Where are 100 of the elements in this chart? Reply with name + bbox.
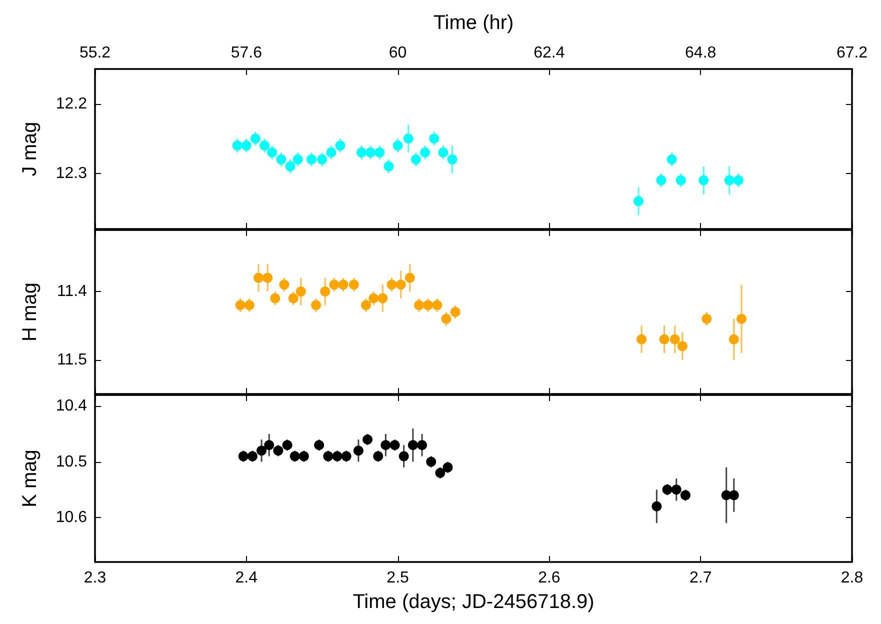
- point: [368, 293, 379, 304]
- point: [241, 140, 252, 151]
- point: [235, 300, 246, 310]
- point: [435, 468, 446, 478]
- point: [677, 341, 688, 352]
- y-axis-title: K mag: [19, 450, 41, 508]
- x-tick-label: 2.6: [538, 570, 560, 586]
- point: [244, 300, 254, 310]
- x2-tick-label: 55.2: [79, 44, 111, 62]
- x-tick-label: 2.3: [84, 570, 106, 586]
- x2-tick-label: 57.6: [230, 44, 262, 62]
- point: [380, 440, 391, 450]
- point: [414, 300, 424, 310]
- x-tick-label: 2.4: [235, 570, 258, 586]
- point: [384, 161, 394, 172]
- point: [733, 175, 744, 186]
- point: [666, 154, 677, 164]
- y-tick-label: 11.4: [57, 283, 88, 300]
- point: [438, 147, 448, 158]
- x-tick-label: 2.7: [689, 570, 712, 586]
- point: [378, 293, 388, 304]
- point: [317, 154, 328, 164]
- point: [429, 134, 440, 144]
- point: [392, 140, 403, 151]
- point: [290, 451, 300, 462]
- point: [656, 175, 666, 186]
- point: [298, 451, 309, 462]
- point: [260, 140, 270, 151]
- point: [273, 446, 284, 456]
- point: [374, 147, 385, 158]
- point: [335, 140, 346, 151]
- point: [417, 440, 428, 450]
- point: [702, 314, 712, 324]
- point: [267, 147, 278, 158]
- point: [262, 272, 273, 283]
- point: [728, 334, 739, 344]
- point: [270, 293, 280, 304]
- point: [353, 446, 364, 456]
- point: [232, 140, 242, 151]
- point: [636, 334, 647, 344]
- point: [442, 462, 453, 472]
- point: [652, 501, 662, 512]
- point: [332, 451, 342, 462]
- point: [341, 451, 352, 462]
- x-axis-title: Time (days; JD-2456718.9): [352, 591, 594, 613]
- point: [356, 147, 366, 158]
- point: [296, 286, 306, 296]
- y-tick-label: 10.5: [56, 453, 88, 470]
- point: [671, 484, 682, 495]
- point: [254, 272, 264, 283]
- x2-tick-label: 67.2: [836, 44, 868, 62]
- point: [728, 490, 739, 500]
- point: [285, 161, 296, 172]
- point: [670, 334, 680, 344]
- point: [736, 314, 746, 324]
- point: [450, 307, 460, 317]
- point: [311, 300, 322, 310]
- point: [403, 134, 414, 144]
- point: [373, 451, 384, 462]
- y-tick-label: 11.5: [57, 351, 88, 368]
- point: [361, 300, 372, 310]
- point: [264, 440, 274, 450]
- y-tick-label: 12.2: [56, 95, 88, 112]
- point: [314, 440, 324, 450]
- point: [366, 147, 376, 158]
- point: [282, 440, 292, 450]
- point: [396, 280, 406, 290]
- point: [432, 300, 442, 310]
- point: [279, 280, 290, 290]
- point: [680, 490, 690, 500]
- x2-tick-label: 62.4: [534, 44, 565, 62]
- point: [420, 147, 430, 158]
- x2-tick-label: 60: [388, 44, 407, 62]
- point: [320, 286, 330, 296]
- x-tick-label: 2.5: [386, 570, 410, 586]
- x2-axis-title: Time (hr): [433, 12, 514, 34]
- x-tick-label: 2.8: [840, 570, 864, 586]
- point: [276, 154, 286, 164]
- point: [288, 293, 298, 304]
- y-axis-title: J mag: [19, 122, 41, 176]
- point: [447, 154, 458, 164]
- point: [426, 456, 436, 467]
- point: [306, 154, 316, 164]
- point: [634, 196, 644, 206]
- y-tick-label: 12.3: [56, 164, 88, 182]
- point: [329, 280, 340, 290]
- point: [662, 484, 672, 495]
- point: [423, 300, 434, 310]
- point: [238, 451, 248, 462]
- point: [338, 280, 348, 290]
- point: [410, 154, 421, 164]
- point: [441, 314, 452, 324]
- point: [323, 451, 334, 462]
- point: [250, 134, 260, 144]
- point: [362, 434, 373, 445]
- point: [292, 154, 303, 164]
- point: [724, 175, 734, 186]
- y-axis-title: H mag: [19, 282, 41, 342]
- point: [398, 451, 409, 462]
- point: [698, 175, 709, 186]
